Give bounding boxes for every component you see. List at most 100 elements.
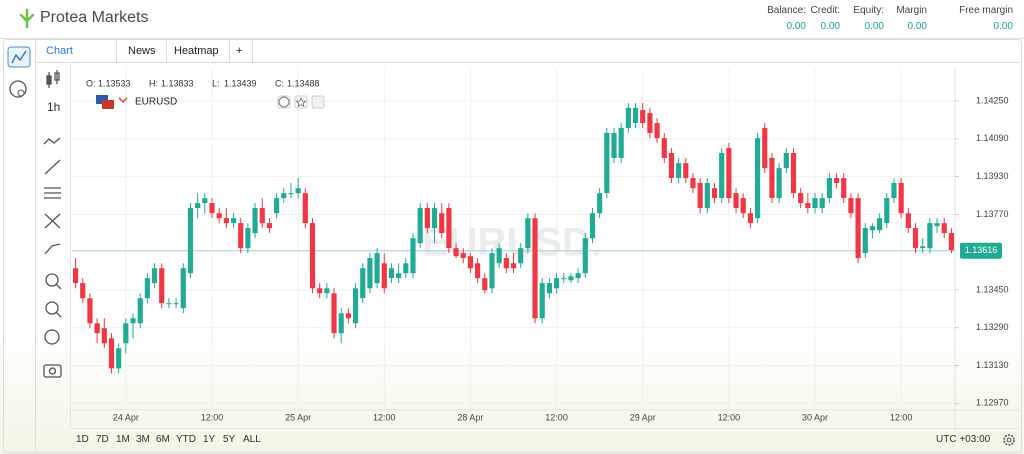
candle-body <box>489 253 495 289</box>
candle-body <box>647 113 653 133</box>
candle-body <box>467 256 474 269</box>
field-label: Margin <box>896 5 927 16</box>
candle-body <box>381 263 387 289</box>
info-label: O: <box>86 78 96 88</box>
x-tick-label: 28 Apr <box>457 412 483 422</box>
candle-body <box>173 303 179 305</box>
candle-body <box>697 182 703 209</box>
candle-body <box>431 208 438 229</box>
candle-body <box>209 203 215 214</box>
settings-icon[interactable] <box>1002 433 1016 447</box>
x-tick-label: 24 Apr <box>113 412 139 422</box>
tab[interactable]: + <box>226 40 254 62</box>
info-value: 1.13833 <box>161 78 194 88</box>
candle-body <box>532 218 538 319</box>
candle-body <box>927 223 933 249</box>
toolbar <box>36 62 71 428</box>
y-tick-label: 1.14090 <box>976 133 1009 143</box>
range-button[interactable]: 5Y <box>223 434 236 445</box>
range-button[interactable]: 1D <box>76 434 89 445</box>
y-tick-label: 1.12970 <box>976 398 1009 408</box>
candle-body <box>683 163 689 179</box>
candle-body <box>819 198 825 209</box>
tab[interactable]: Chart <box>36 40 117 62</box>
field-value: 0.00 <box>993 21 1013 32</box>
frame <box>3 39 1022 453</box>
candle-body <box>317 288 323 294</box>
field-value: 0.00 <box>864 21 884 32</box>
field-label: Credit: <box>810 5 840 16</box>
timeframe[interactable]: 1h <box>47 100 61 114</box>
timezone[interactable]: UTC +03:00 <box>936 434 991 445</box>
range-button[interactable]: YTD <box>176 434 196 445</box>
candle-body <box>833 178 840 183</box>
candle-body <box>482 278 488 291</box>
sidebar-icons <box>7 46 31 98</box>
candle-body <box>352 288 359 324</box>
candle-body <box>877 218 883 231</box>
range-button[interactable]: 6M <box>156 434 170 445</box>
y-tick-label: 1.13450 <box>976 284 1009 294</box>
account-field: Margin 0.00 <box>896 5 927 32</box>
candle-body <box>841 178 847 199</box>
candle-body <box>309 223 316 289</box>
last-price-box <box>960 242 1002 259</box>
candle-body <box>869 226 876 231</box>
candle-body <box>130 318 136 324</box>
info-label: H: <box>149 78 158 88</box>
candle-body <box>73 268 79 284</box>
field-label: Free margin <box>959 5 1013 16</box>
candle-body <box>238 223 244 249</box>
x-tick-label: 12:00 <box>545 412 568 422</box>
candle-body <box>525 218 531 249</box>
candle-body <box>884 198 890 224</box>
account-field: Balance: 0.00 <box>767 5 806 32</box>
candle-body <box>288 193 294 195</box>
range-button[interactable]: ALL <box>243 434 261 445</box>
candle-body <box>116 348 122 369</box>
candle-body <box>582 238 588 274</box>
candle-body <box>632 107 639 124</box>
candle-body <box>625 107 631 128</box>
candle-body <box>216 213 222 219</box>
candle-body <box>747 213 753 224</box>
candle-body <box>460 253 466 259</box>
candle-body <box>266 223 273 229</box>
info-label: L: <box>212 78 220 88</box>
account-field: Free margin 0.00 <box>959 5 1013 32</box>
range-button[interactable]: 7D <box>96 434 109 445</box>
candle-body <box>862 228 868 254</box>
x-tick-label: 30 Apr <box>802 412 828 422</box>
x-tick-label: 25 Apr <box>285 412 311 422</box>
candle-body <box>941 223 947 234</box>
watermark: EURUSD. <box>422 221 602 265</box>
candle-body <box>568 276 574 281</box>
candle-body <box>898 182 904 214</box>
account-field: Credit: 0.00 <box>811 5 840 32</box>
candle-body <box>769 157 775 199</box>
header: Protea Markets Balance: 0.00 Credit: 0.00 Eq… <box>0 0 1024 39</box>
candle-body <box>403 263 409 274</box>
range-button[interactable]: 1M <box>116 434 130 445</box>
range-button[interactable]: 3M <box>136 434 150 445</box>
last-price-label: 1.13616 <box>965 245 998 255</box>
candle-body <box>295 188 301 194</box>
candle-body <box>611 132 617 158</box>
candle-body <box>281 193 287 199</box>
candle-body <box>553 278 560 289</box>
candle-body <box>905 213 911 229</box>
candle-body <box>410 238 416 274</box>
range-button[interactable]: 1Y <box>203 434 216 445</box>
candle-body <box>589 213 596 239</box>
candle-body <box>805 203 811 209</box>
candle-body <box>561 278 567 280</box>
candle-body <box>790 153 797 194</box>
candle-body <box>101 328 107 344</box>
candle-body <box>948 233 954 251</box>
field-label: Balance: <box>767 5 806 16</box>
candle-body <box>252 208 258 234</box>
tab[interactable]: News <box>118 40 167 62</box>
y-tick-label: 1.13130 <box>976 360 1009 370</box>
tab[interactable]: Heatmap <box>164 40 230 62</box>
candle-body <box>453 248 459 257</box>
